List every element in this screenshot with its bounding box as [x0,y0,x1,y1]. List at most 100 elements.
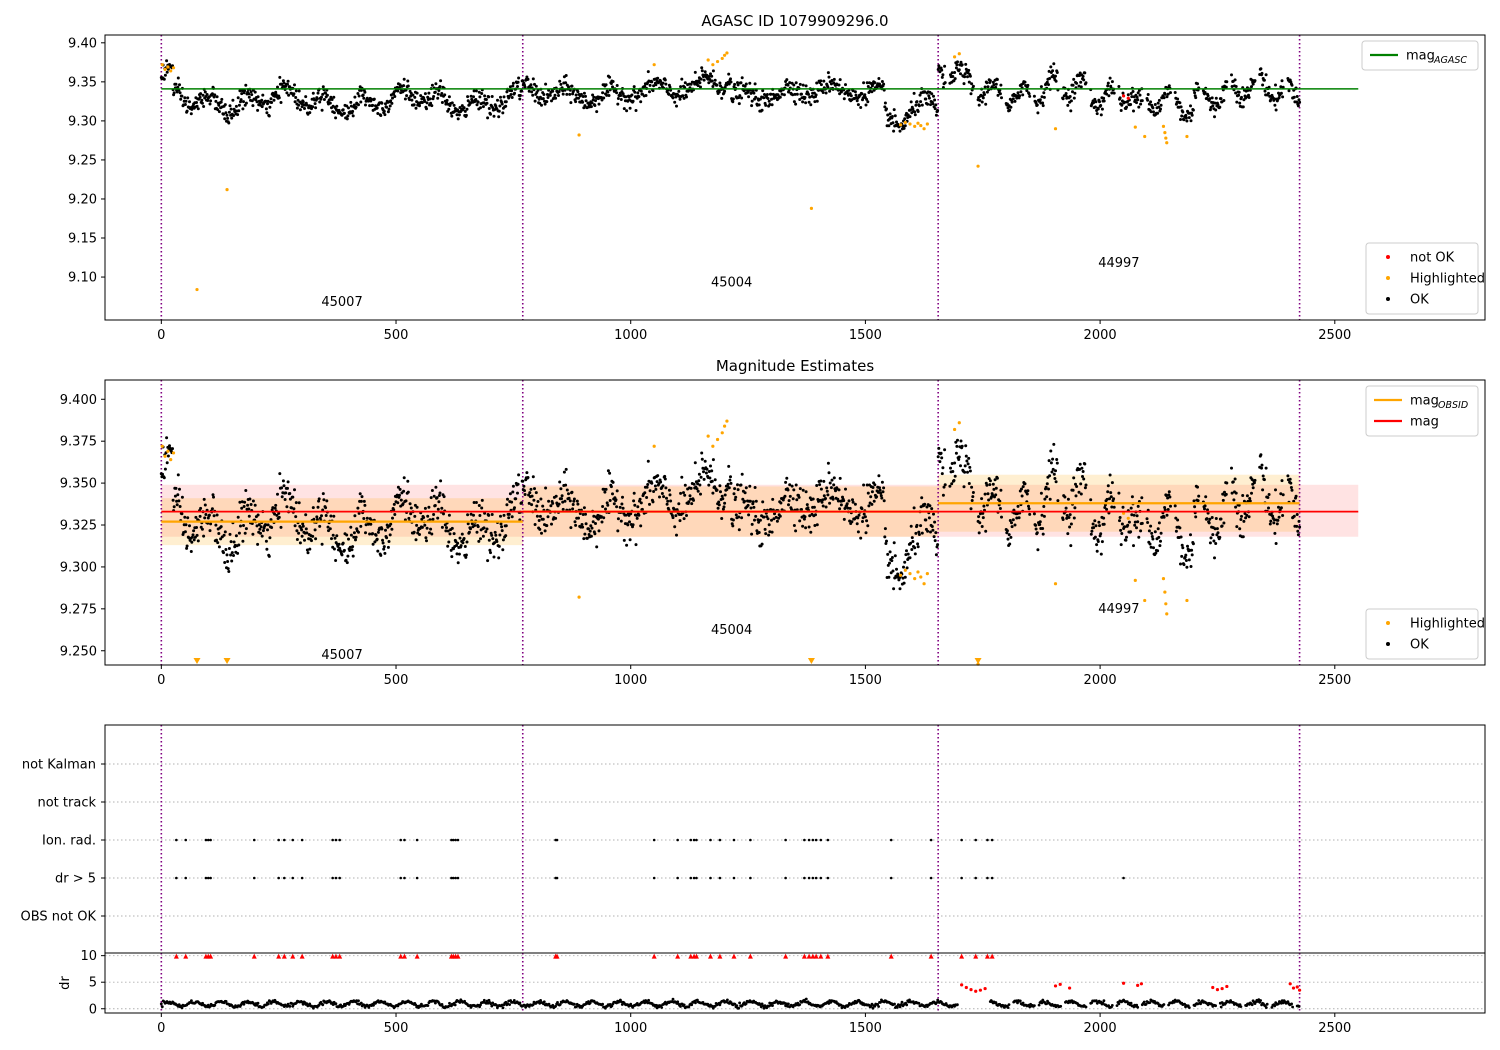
dr-point [558,1003,562,1006]
ok-point [1023,482,1027,486]
ok-point [804,526,808,530]
ok-point [440,101,444,104]
ok-point [705,467,709,471]
ok-point [959,439,963,443]
ok-point [198,514,202,518]
ok-point [599,515,603,519]
ok-point [853,502,857,506]
ok-point [800,92,803,96]
ok-point [855,99,859,103]
dr-axis-label: dr [58,976,73,990]
ok-point [696,482,700,486]
ok-point [1132,544,1135,548]
ok-point [892,587,896,591]
ok-point [484,530,488,534]
ok-point [387,540,391,543]
ok-point [628,538,632,542]
ok-point [569,526,573,530]
ok-point [1091,522,1095,526]
x-tick-label: 1500 [849,328,882,343]
ok-point [1208,541,1212,545]
ok-point [1147,102,1151,106]
ok-point [376,112,380,115]
ok-point [412,530,416,534]
ok-point [1102,522,1106,526]
ok-point [492,114,496,118]
ok-point [793,92,797,96]
ok-point [429,101,433,105]
dr-point [508,1003,511,1006]
ok-point [723,89,727,93]
ok-point [1208,517,1212,521]
flag-point [676,838,679,842]
ok-point [278,472,282,476]
ok-point [425,107,428,111]
highlighted-point [922,127,926,131]
ok-point [513,91,516,95]
ok-point [608,471,612,475]
ok-point [493,530,497,534]
flag-point [456,876,460,880]
ok-point [621,495,624,499]
ok-point [511,84,515,88]
ok-point [931,102,935,106]
ok-point [970,499,974,502]
ok-point [1007,533,1011,537]
ok-point [445,526,448,530]
ok-point [643,491,647,495]
ok-point [601,91,605,95]
ok-point [490,513,494,516]
ok-point [1298,525,1302,529]
ok-point [998,499,1002,503]
flag-point [826,838,830,842]
ok-point [1072,96,1076,100]
ok-point [832,476,836,480]
ok-point [978,521,982,525]
ok-point [295,538,299,541]
ok-point [373,540,377,544]
ok-point [1292,499,1296,503]
dr-point [908,998,911,1002]
ok-point [1038,523,1042,526]
ok-point [162,476,166,480]
ok-point [785,476,789,480]
highlighted-point [908,572,912,576]
ok-point [447,107,451,111]
ok-point [215,513,219,517]
ok-point [389,99,393,103]
ok-point [632,499,636,503]
x-tick-label: 500 [384,328,409,343]
ok-point [484,98,488,101]
ok-point [895,567,898,571]
ok-point [856,103,860,107]
ok-point [615,489,619,493]
dr-point [873,1004,877,1008]
flag-point [334,876,338,880]
ok-point [456,561,460,565]
ok-point [175,503,179,507]
ok-point [1193,505,1197,509]
ok-point [211,493,215,497]
ok-point [385,523,389,527]
ok-point [432,494,436,498]
ok-point [652,490,656,493]
ok-point [1084,483,1088,487]
highlighted-point [160,444,164,448]
ok-point [459,544,463,548]
ok-point [593,532,597,536]
ok-point [287,93,291,97]
flag-point [206,876,210,880]
ok-point [351,114,355,118]
ok-point [828,89,832,93]
highlighted-point [899,123,903,127]
ok-point [1131,90,1135,93]
ok-point [270,508,274,512]
ok-point [770,103,774,107]
ok-point [264,99,268,103]
ok-point [1277,515,1281,519]
ok-point [1182,563,1186,567]
ok-point [711,458,715,462]
ok-point [320,95,323,99]
ok-point [1027,92,1031,96]
flag-point [803,876,806,880]
